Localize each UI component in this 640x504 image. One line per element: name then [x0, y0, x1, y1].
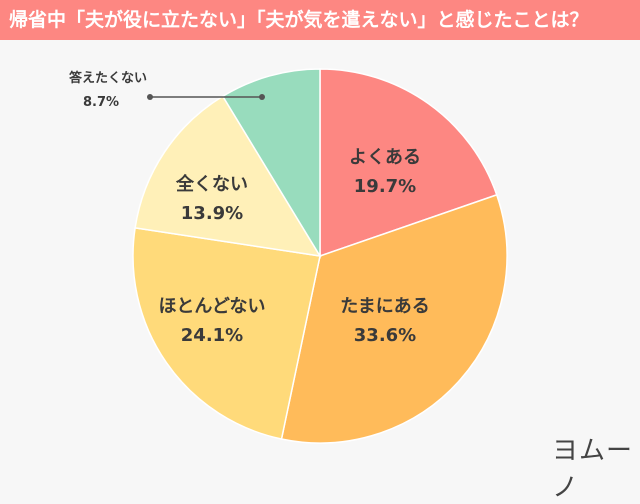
leader-dot — [259, 94, 265, 100]
chart-title: 帰省中「夫が役に立たない」「夫が気を遣えない」と感じたことは？ — [0, 0, 640, 40]
pie-slice-3 — [134, 95, 322, 257]
slice-label-2: ほとんどない — [158, 296, 265, 317]
pie-slice-0 — [319, 68, 498, 258]
pie-slice-2 — [132, 227, 321, 440]
leader-dot — [147, 94, 153, 100]
pie-slice-1 — [280, 193, 508, 444]
slice-value-2: 24.1% — [181, 325, 243, 346]
slice-value-3: 13.9% — [181, 203, 243, 224]
slice-label-1: たまにある — [340, 296, 429, 317]
slice-label-0: よくある — [349, 147, 421, 168]
slice-label-3: 全くない — [175, 173, 248, 195]
pie-slice-4 — [221, 68, 321, 259]
slice-value-0: 19.7% — [354, 176, 416, 197]
slice-value-4: 8.7% — [83, 95, 119, 110]
pie-chart: よくある 19.7% たまにある 33.6% ほとんどない 24.1% 全くない 13.9% 答… — [69, 68, 508, 444]
slice-label-4: 答えたくない — [69, 70, 147, 86]
slice-value-1: 33.6% — [354, 325, 416, 346]
logo: ヨムーノ — [552, 436, 634, 503]
